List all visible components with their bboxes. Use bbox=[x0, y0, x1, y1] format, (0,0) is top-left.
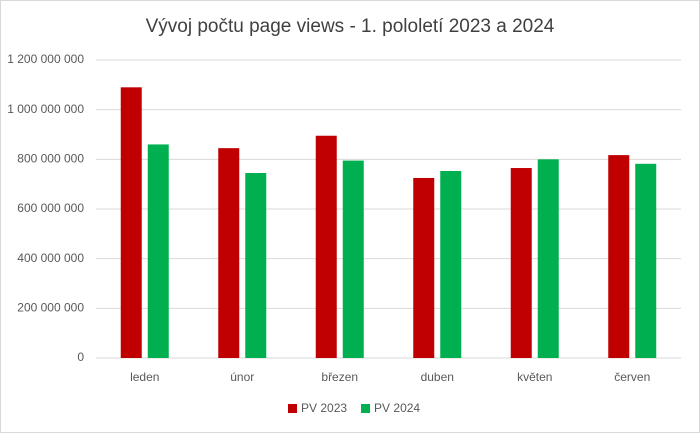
x-tick-label: červen bbox=[614, 370, 650, 384]
bar bbox=[537, 159, 559, 358]
bar bbox=[413, 177, 435, 358]
chart-title: Vývoj počtu page views - 1. pololetí 202… bbox=[146, 16, 555, 37]
y-tick-label: 200 000 000 bbox=[17, 301, 84, 315]
bar bbox=[245, 172, 267, 358]
bar bbox=[510, 168, 532, 358]
bar bbox=[342, 160, 364, 358]
legend-swatch bbox=[288, 404, 297, 413]
y-tick-label: 600 000 000 bbox=[17, 201, 84, 215]
bar bbox=[120, 87, 142, 359]
x-tick-label: leden bbox=[130, 370, 159, 384]
bar bbox=[635, 163, 657, 358]
bar bbox=[315, 135, 337, 358]
legend-swatch bbox=[361, 404, 371, 413]
x-tick-label: březen bbox=[321, 370, 358, 384]
x-tick-label: květen bbox=[517, 370, 552, 384]
y-tick-label: 1 200 000 000 bbox=[7, 52, 84, 66]
x-tick-label: duben bbox=[421, 370, 454, 384]
y-tick-label: 0 bbox=[77, 350, 84, 364]
bar bbox=[147, 144, 169, 358]
y-tick-label: 1 000 000 000 bbox=[7, 102, 84, 116]
bar bbox=[608, 155, 630, 358]
legend-label: PV 2023 bbox=[301, 401, 347, 415]
bar bbox=[440, 171, 462, 358]
y-tick-label: 800 000 000 bbox=[17, 152, 84, 166]
y-tick-label: 400 000 000 bbox=[17, 251, 84, 265]
legend-label: PV 2024 bbox=[374, 401, 420, 415]
x-tick-label: únor bbox=[230, 370, 254, 384]
bar bbox=[218, 148, 240, 358]
